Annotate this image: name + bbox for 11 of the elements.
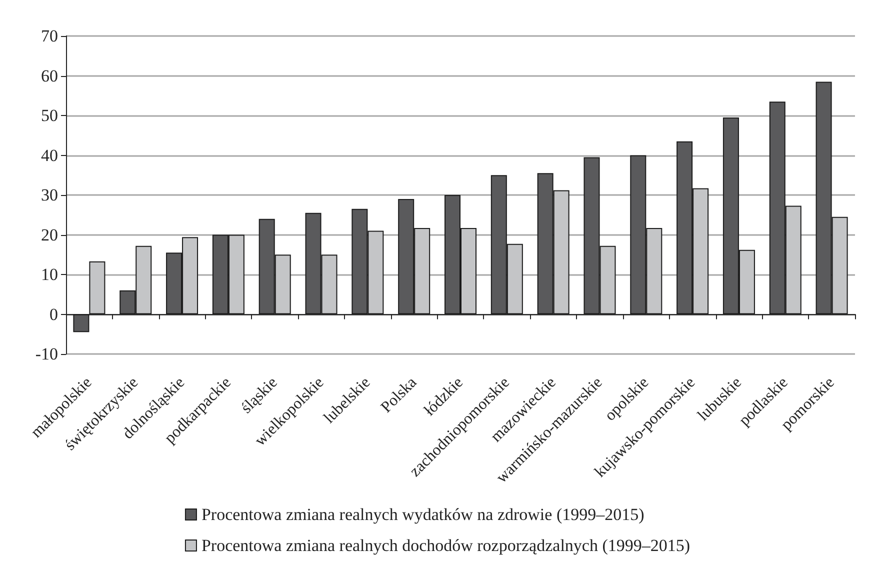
y-tick-label: 40	[41, 146, 58, 165]
y-tick-label: 30	[41, 186, 58, 204]
legend-label: Procentowa zmiana realnych wydatków na zdrowie (1999–2015)	[201, 505, 644, 524]
y-tick-label: 70	[41, 26, 58, 46]
y-tick-label: 60	[41, 66, 58, 86]
y-tick-label: 50	[41, 106, 58, 125]
y-tick-label: 10	[41, 265, 58, 284]
y-tick-label: 0	[50, 304, 58, 324]
legend-label: Procentowa zmiana realnych dochodów rozporządzalnych (1999–2015)	[201, 536, 690, 555]
y-tick-label: 20	[41, 225, 58, 244]
y-tick-label: -10	[35, 344, 58, 364]
